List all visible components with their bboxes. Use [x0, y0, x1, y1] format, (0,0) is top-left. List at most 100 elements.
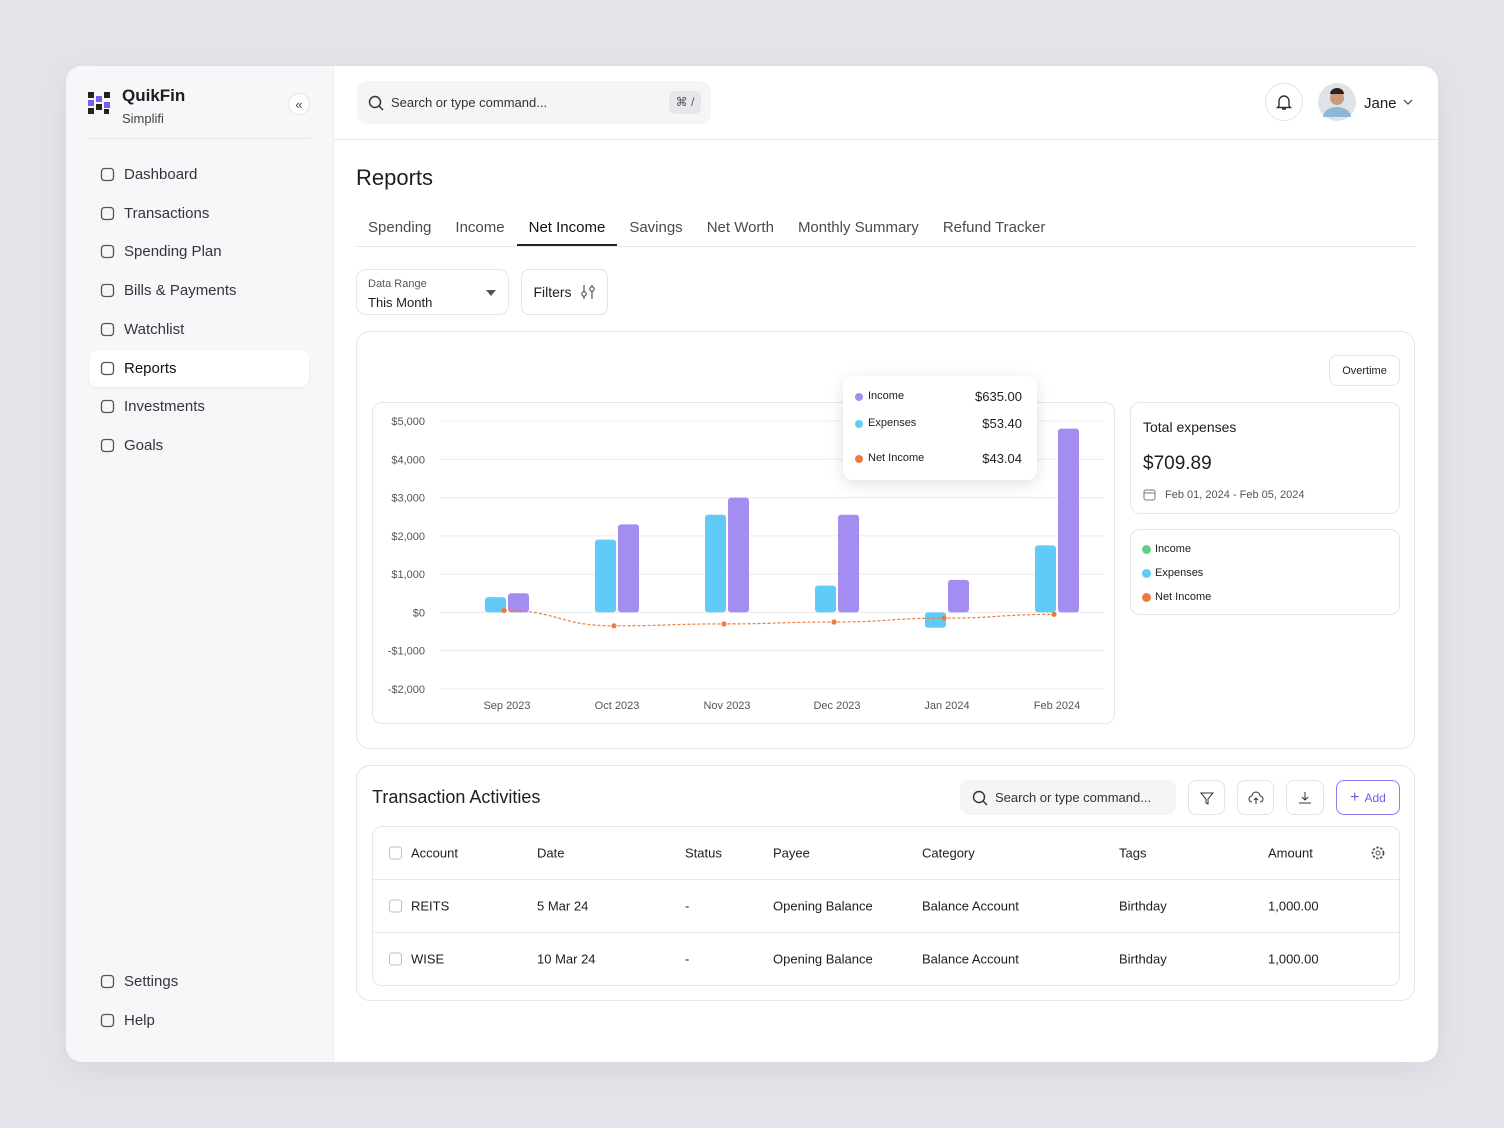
table-cell: REITS	[411, 898, 450, 914]
tab[interactable]: Spending	[368, 218, 432, 236]
column-header: Tags	[1119, 845, 1147, 861]
nav-item[interactable]: Transactions	[89, 195, 309, 232]
nav-item[interactable]: Dashboard	[89, 156, 309, 193]
range-value: This Month	[368, 295, 433, 310]
tooltip-value: $53.40	[982, 416, 1022, 431]
avatar[interactable]	[1318, 83, 1356, 121]
nav-label: Goals	[124, 436, 164, 454]
legend-dot	[1142, 593, 1151, 602]
nav-label: Spending Plan	[124, 243, 222, 261]
column-header: Category	[922, 845, 975, 861]
net-income-point	[721, 621, 727, 627]
icon-shape	[100, 322, 115, 336]
add-button[interactable]: + Add	[1336, 780, 1400, 815]
y-tick-label: $0	[413, 607, 425, 619]
net-income-point	[941, 615, 947, 621]
bar	[728, 497, 749, 613]
legend-label: Income	[1155, 543, 1192, 555]
icon-shape	[100, 361, 115, 375]
nav-label: Help	[124, 1012, 155, 1029]
tooltip: Income $635.00 Expenses $53.40 Net Income $43…	[843, 376, 1037, 480]
shortcut: ⌘ /	[669, 91, 701, 114]
tab[interactable]: Savings	[629, 218, 683, 236]
legend-dot	[1142, 569, 1151, 578]
nav-item[interactable]: Help	[89, 1002, 309, 1039]
mode-button[interactable]: Overtime	[1329, 355, 1400, 386]
table-header-divider	[373, 879, 1399, 880]
download-button[interactable]	[1286, 780, 1324, 815]
column-header: Payee	[773, 845, 810, 861]
brand-subtitle: Simplifi	[122, 111, 164, 126]
table-cell: Birthday	[1119, 898, 1167, 914]
y-tick-label: -$1,000	[388, 646, 425, 658]
tab[interactable]: Refund Tracker	[942, 218, 1046, 236]
settings-icon	[1371, 846, 1385, 860]
page-title: Reports	[356, 165, 434, 190]
table-cell: Opening Balance	[773, 898, 873, 914]
summary-amount: $709.89	[1143, 453, 1212, 474]
cloud-icon	[1248, 791, 1263, 804]
x-tick-label: Sep 2023	[483, 700, 530, 712]
table-cell: Birthday	[1119, 951, 1167, 967]
filters-label: Filters	[533, 284, 572, 300]
tab[interactable]: Monthly Summary	[797, 218, 919, 236]
y-tick-label: $4,000	[391, 454, 425, 466]
range-select[interactable]: Data Range This Month	[356, 269, 509, 315]
tooltip-value: $43.04	[982, 451, 1022, 466]
table-cell: 5 Mar 24	[537, 898, 589, 914]
upload-button[interactable]	[1237, 780, 1274, 815]
range-label: Data Range	[368, 278, 427, 290]
tab[interactable]: Net Worth	[706, 218, 774, 236]
search-box[interactable]: Search or type command... ⌘ /	[357, 81, 711, 124]
nav-label: Settings	[124, 973, 179, 990]
table-cell: -	[685, 951, 690, 967]
bar	[705, 514, 726, 613]
tooltip-dot	[855, 420, 863, 428]
table-cell: 1,000.00	[1268, 951, 1319, 967]
tooltip-dot	[855, 455, 863, 463]
notification-button[interactable]	[1265, 83, 1303, 121]
icon-shape	[100, 167, 115, 182]
nav-icon	[100, 438, 115, 453]
nav-item[interactable]: Reports	[89, 349, 309, 387]
nav-icon	[100, 1013, 115, 1028]
nav-label: Dashboard	[124, 166, 198, 183]
nav-item[interactable]: Goals	[89, 427, 309, 464]
chart: $5,000 $4,000 $3,000 $2,000 $1,000 $0 -$1,000 -…	[388, 416, 1104, 712]
nav-item[interactable]: Bills & Payments	[89, 272, 309, 309]
column-header: Date	[537, 845, 565, 861]
column-header: Status	[685, 845, 722, 861]
bar	[1058, 428, 1079, 613]
x-tick-label: Feb 2024	[1034, 700, 1080, 712]
nav-item[interactable]: Settings	[89, 963, 309, 1000]
tab[interactable]: Net Income	[516, 210, 618, 246]
filter-button[interactable]	[1188, 780, 1225, 815]
checkbox[interactable]	[389, 899, 402, 913]
checkbox[interactable]	[389, 952, 402, 966]
filter-icon	[1199, 792, 1214, 805]
net-income-point	[831, 619, 837, 625]
table-cell: Opening Balance	[773, 951, 873, 967]
tab[interactable]: Income	[455, 218, 505, 236]
table-cell: 1,000.00	[1268, 898, 1319, 914]
collapse-button[interactable]: «	[288, 93, 310, 115]
nav-item[interactable]: Investments	[89, 388, 309, 425]
chevron	[1403, 99, 1413, 105]
nav-item[interactable]: Watchlist	[89, 311, 309, 348]
nav-item[interactable]: Spending Plan	[89, 233, 309, 270]
filters-button[interactable]: Filters	[521, 269, 608, 315]
transactions-search[interactable]: Search or type command...	[960, 780, 1176, 815]
checkbox[interactable]	[389, 846, 402, 860]
icon-shape	[1371, 846, 1385, 860]
bar	[1035, 545, 1056, 613]
summary-dates: Feb 01, 2024 - Feb 05, 2024	[1165, 489, 1305, 501]
net-income-line	[503, 609, 1055, 627]
y-tick-label: $3,000	[391, 493, 425, 505]
search-icon	[368, 95, 384, 111]
bar	[508, 593, 529, 613]
net-income-point	[1051, 611, 1057, 617]
nav-label: Investments	[124, 398, 205, 416]
icon-shape	[100, 400, 115, 414]
user-name[interactable]: Jane	[1364, 95, 1397, 112]
